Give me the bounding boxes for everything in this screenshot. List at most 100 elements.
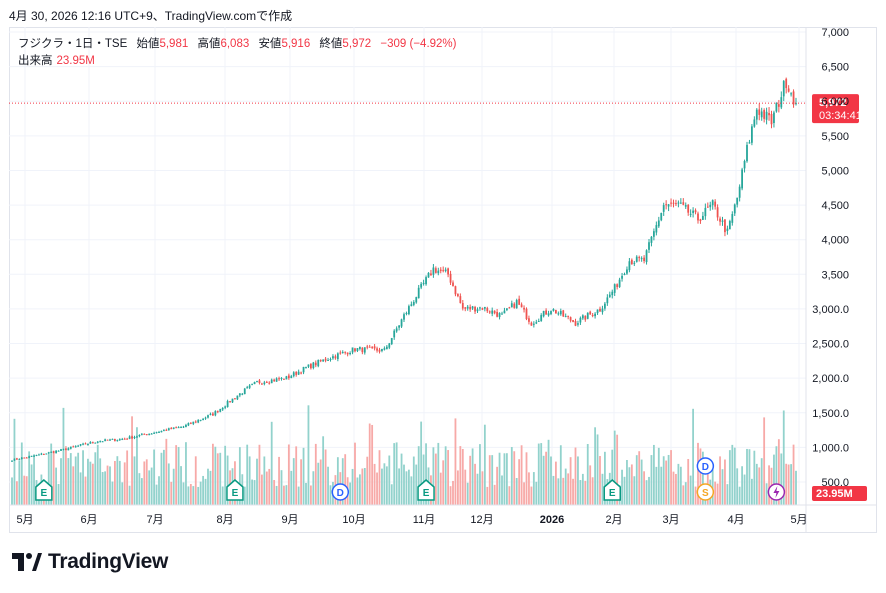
candle-body [197,420,200,423]
volume-bar [324,449,327,505]
volume-bar [361,468,364,505]
candle-body [65,448,67,450]
volume-bar [300,459,302,505]
candle-body [444,269,447,272]
volume-bar [481,471,484,505]
candle-body [702,215,704,220]
volume-bar [226,455,229,505]
candle-body [447,268,449,275]
volume-bar [616,434,619,505]
candle-body [373,346,376,349]
candle-body [648,242,650,250]
volume-bar [621,469,623,505]
volume-bar [493,484,496,505]
x-tick-label: 6月 [80,514,97,526]
volume-bar [721,469,724,505]
tradingview-logo[interactable]: TradingView [12,550,168,574]
volume-bar [785,463,788,505]
candle-body [283,378,285,380]
candle-body [52,451,55,453]
candle-body [532,323,535,325]
volume-bar [434,453,437,505]
volume-bar [581,473,584,505]
candle-body [40,453,43,455]
candle-body [743,161,746,169]
candle-body [212,413,214,416]
volume-bar [567,473,570,505]
volume-bar [572,478,574,505]
volume-bar [768,465,770,505]
candle-body [101,441,104,443]
candle-body [145,434,148,436]
candle-body [731,214,734,223]
candle-body [295,371,298,375]
volume-bar [52,450,55,505]
candle-body [229,401,231,403]
candle-body [699,219,702,222]
volume-bar [292,458,295,505]
candle-body [457,294,459,297]
volume-bar [755,463,758,505]
candle-body [126,438,129,440]
y-tick-label: 6,000 [821,96,849,108]
volume-bar [246,444,249,505]
volume-bar [167,463,170,505]
candle-body [344,351,347,353]
volume-bar [385,466,388,505]
candle-body [55,450,57,454]
volume-bar [310,485,312,505]
volume-bar [748,449,751,505]
volume-bar [746,448,748,505]
volume-bar [33,454,35,505]
volume-bar [381,468,383,505]
candle-body [787,88,790,92]
volume-bar [207,468,209,505]
x-tick-label: 4月 [727,514,744,526]
volume-bar [251,479,253,505]
candle-body [741,169,743,189]
candle-body [87,443,89,445]
volume-bar [405,471,408,505]
volume-bar [599,456,601,505]
candle-body [760,111,763,118]
candle-body [608,294,611,297]
candle-body [415,297,418,303]
candle-body [236,395,239,400]
volume-bar [454,418,457,505]
candle-body [481,308,484,310]
volume-bar [503,453,506,505]
candle-body [114,438,116,441]
volume-bar [665,460,668,505]
candle-body [417,287,420,299]
candle-body [165,429,168,431]
volume-bar [655,466,658,505]
volume-bar [18,460,21,505]
candle-body [246,387,249,389]
volume-bar [283,485,285,505]
candle-body [381,349,383,351]
volume-bar [96,444,99,505]
volume-bar [219,452,222,505]
candle-body [388,343,391,348]
candle-body [133,436,136,439]
volume-bar [131,416,133,505]
candle-body [775,102,778,112]
volume-bar [363,468,366,505]
candle-body [653,231,655,237]
volume-bar [28,451,31,505]
volume-bar [214,446,217,505]
candle-body [290,376,293,379]
volume-bar [439,472,442,505]
candle-body [336,353,339,360]
candle-body [163,430,165,432]
candle-body [613,284,616,293]
volume-bar [623,476,626,505]
candle-body [57,450,60,452]
candle-body [74,446,77,448]
candle-body [219,408,222,412]
candle-body [185,424,187,427]
candle-body [422,282,425,285]
candle-body [508,307,511,309]
candle-body [96,441,99,443]
